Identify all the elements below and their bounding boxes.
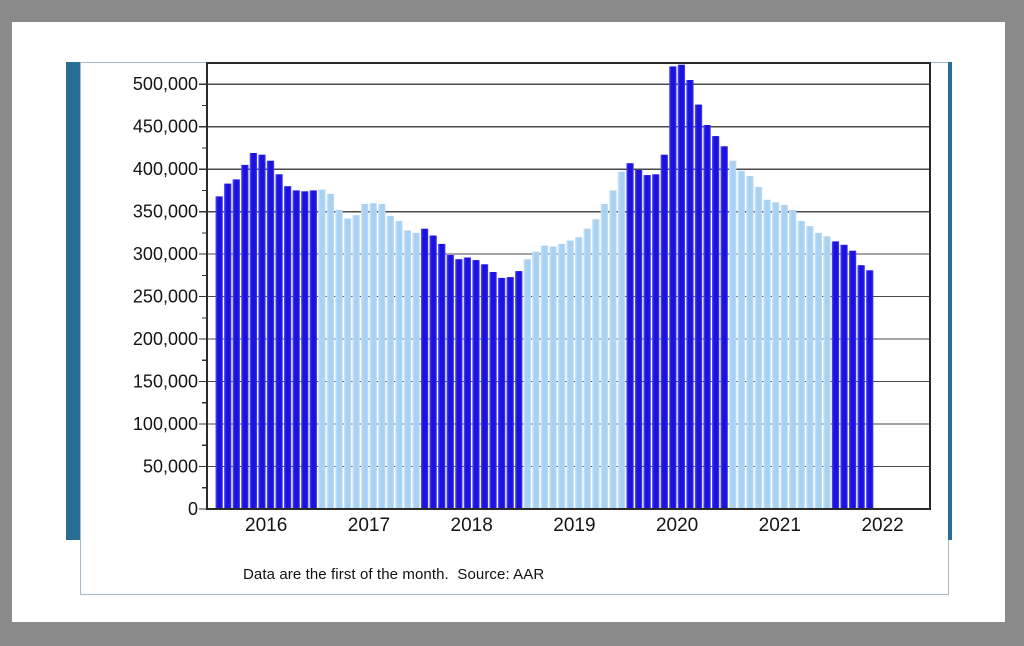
left-accent-bar — [66, 62, 80, 540]
right-accent-bar — [948, 62, 952, 540]
chart-panel — [80, 62, 949, 595]
chart-footnote: Data are the first of the month. Source:… — [243, 566, 545, 583]
